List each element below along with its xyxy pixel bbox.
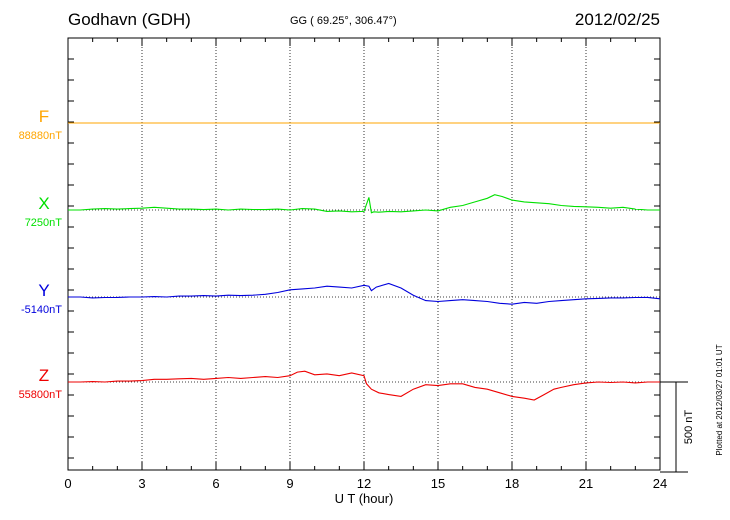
station-title: Godhavn (GDH) [68, 10, 191, 29]
series-baseline-x: 7250nT [25, 217, 63, 229]
x-axis-label: U T (hour) [335, 491, 394, 506]
x-tick-label-24: 24 [653, 476, 667, 491]
series-name-f: F [39, 107, 49, 126]
series-baseline-f: 88880nT [19, 130, 63, 142]
date-label: 2012/02/25 [574, 10, 660, 29]
series-name-x: X [38, 194, 49, 213]
plotted-note: Plotted at 2012/03/27 01:01 UT [715, 344, 724, 455]
series-line-z [68, 370, 660, 401]
series-line-y [68, 282, 661, 305]
x-tick-label-15: 15 [431, 476, 445, 491]
station-coordinates: GG ( 69.25°, 306.47°) [290, 15, 397, 27]
series-baseline-z: 55800nT [19, 389, 63, 401]
series-line-x [68, 194, 660, 214]
x-tick-label-12: 12 [357, 476, 371, 491]
x-tick-label-18: 18 [505, 476, 519, 491]
series-baseline-y: -5140nT [21, 304, 62, 316]
series-name-y: Y [38, 281, 49, 300]
x-tick-label-21: 21 [579, 476, 593, 491]
x-tick-label-0: 0 [64, 476, 71, 491]
scale-bar-label: 500 nT [683, 410, 695, 445]
x-tick-label-6: 6 [212, 476, 219, 491]
x-tick-label-3: 3 [138, 476, 145, 491]
series-name-z: Z [39, 366, 49, 385]
x-tick-label-9: 9 [286, 476, 293, 491]
